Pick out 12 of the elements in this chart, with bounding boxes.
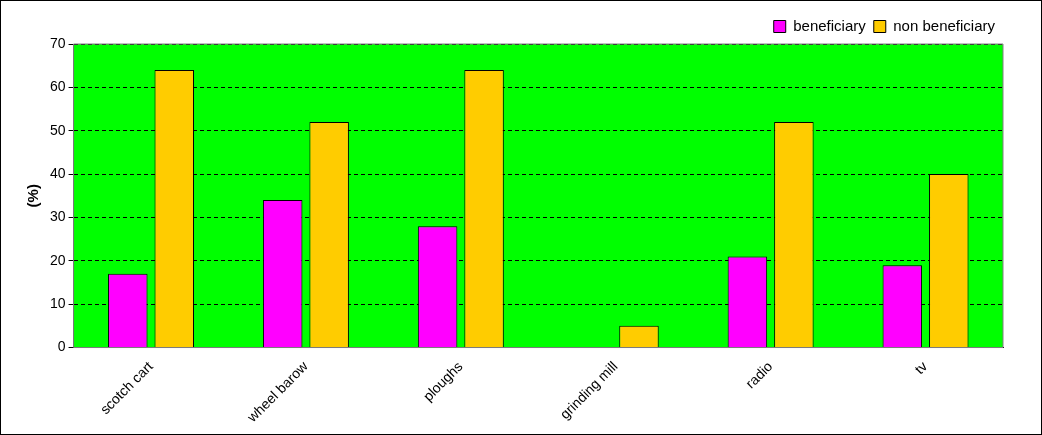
y-tick-label: 70: [49, 34, 66, 51]
y-axis-title: (%): [24, 184, 42, 208]
y-tick-label: 30: [49, 208, 66, 225]
y-tick-label: 40: [49, 164, 66, 181]
y-tick-label: 10: [49, 295, 66, 312]
y-tick-label: 50: [49, 121, 66, 138]
y-tick-label: 0: [57, 338, 66, 355]
y-tick-label: 60: [49, 78, 66, 95]
y-tick-label: 20: [49, 251, 66, 268]
x-tick-label: tv: [911, 358, 931, 378]
legend-label: non beneficiary: [893, 16, 996, 34]
legend-label: beneficiary: [793, 16, 867, 34]
